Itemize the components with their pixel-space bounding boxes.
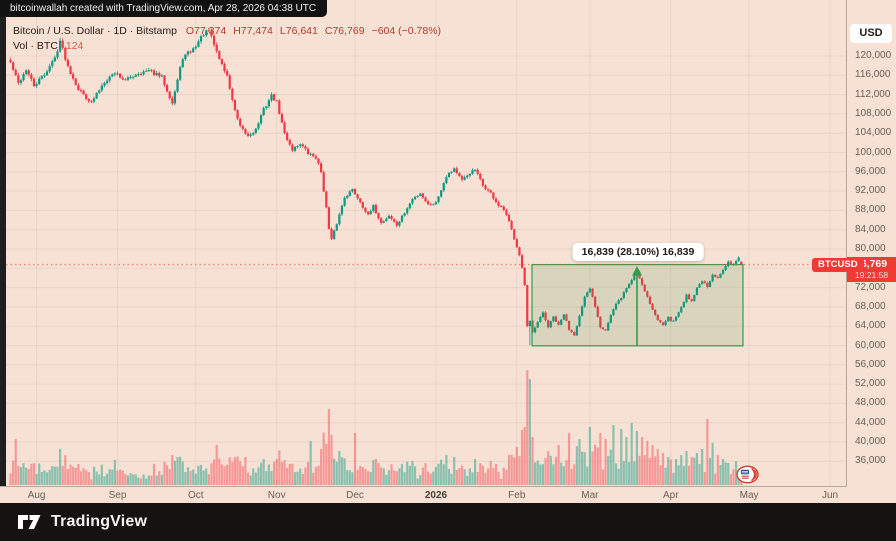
x-tick-label: 2026 [424, 490, 448, 501]
left-border [0, 0, 6, 541]
x-tick-label: Jun [821, 490, 839, 501]
x-tick-label: Nov [267, 490, 286, 501]
y-tick-label: 92,000 [855, 185, 886, 197]
y-tick-label: 84,000 [855, 223, 886, 235]
y-tick-label: 112,000 [855, 88, 891, 100]
volume-value: 124 [65, 40, 84, 52]
x-tick-label: Aug [27, 490, 46, 501]
y-tick-label: 80,000 [855, 243, 886, 254]
x-tick-label: Feb [508, 490, 526, 501]
volume-label[interactable]: Vol · BTC [13, 40, 58, 52]
y-tick-label: 48,000 [855, 397, 886, 409]
y-tick-label: 56,000 [855, 358, 886, 370]
bar-countdown: 19:21:58 [855, 270, 889, 280]
y-tick-label: 44,000 [855, 416, 886, 428]
y-tick-label: 52,000 [855, 378, 886, 390]
measurement-label[interactable]: 16,839 (28.10%) 16,839 [572, 243, 704, 261]
y-tick-label: 64,000 [855, 320, 886, 332]
low-value: L76,641 [279, 25, 318, 37]
y-tick-label: 68,000 [855, 300, 886, 312]
y-tick-label: 104,000 [855, 127, 892, 139]
y-tick-label: 60,000 [855, 339, 886, 351]
y-tick-label: 108,000 [855, 107, 892, 119]
open-value: O77,374 [185, 25, 227, 37]
flag-sticker-icon [736, 465, 759, 484]
ohlc-values: O77,374 H77,474 L76,641 C76,769 −604 (−0.78%… [186, 25, 448, 37]
legend-line-2: Vol · BTC 124 [13, 39, 448, 54]
time-scale[interactable]: Aug Sep Oct Nov Dec 2026 Feb Mar Apr May Jun [0, 486, 846, 504]
footer-bar: TradingView [0, 503, 896, 541]
price-range-tool[interactable] [531, 263, 744, 347]
close-value: C76,769 [324, 25, 365, 37]
footer-brand[interactable]: TradingView [51, 513, 148, 530]
x-tick-label: Sep [108, 490, 127, 501]
tradingview-logo-icon[interactable] [18, 513, 42, 531]
y-tick-label: 88,000 [855, 204, 886, 216]
y-tick-label: 72,000 [855, 281, 886, 293]
x-tick-label: Apr [663, 490, 679, 501]
volume-layer [9, 370, 743, 485]
x-tick-label: Oct [188, 490, 204, 501]
change-value: −604 (−0.78%) [371, 25, 442, 37]
y-tick-label: 40,000 [855, 436, 886, 447]
symbol-price-pill: BTCUSD [812, 258, 864, 272]
chart-legend: Bitcoin / U.S. Dollar · 1D · Bitstamp O7… [13, 24, 448, 54]
symbol-title[interactable]: Bitcoin / U.S. Dollar · 1D · Bitstamp [13, 25, 177, 37]
legend-line-1: Bitcoin / U.S. Dollar · 1D · Bitstamp O7… [13, 24, 448, 39]
y-tick-label: 116,000 [855, 69, 891, 81]
x-tick-label: May [739, 490, 759, 501]
currency-toggle-button[interactable]: USD [850, 24, 892, 43]
candles-layer [9, 28, 743, 346]
y-tick-label: 36,000 [855, 455, 886, 467]
attribution-bar: bitcoinwallah created with TradingView.c… [0, 0, 328, 17]
x-tick-label: Mar [581, 490, 599, 501]
high-value: H77,474 [233, 25, 273, 37]
x-tick-label: Dec [346, 490, 364, 501]
price-scale[interactable]: USD 120,000 116,000 112,000 108,000 104,000 1… [846, 0, 896, 503]
scale-corner [846, 487, 896, 503]
y-tick-label: 100,000 [855, 146, 892, 158]
y-tick-label: 96,000 [855, 165, 886, 177]
grid-layer [6, 0, 846, 486]
y-tick-label: 120,000 [855, 50, 892, 61]
price-chart[interactable] [0, 0, 846, 503]
